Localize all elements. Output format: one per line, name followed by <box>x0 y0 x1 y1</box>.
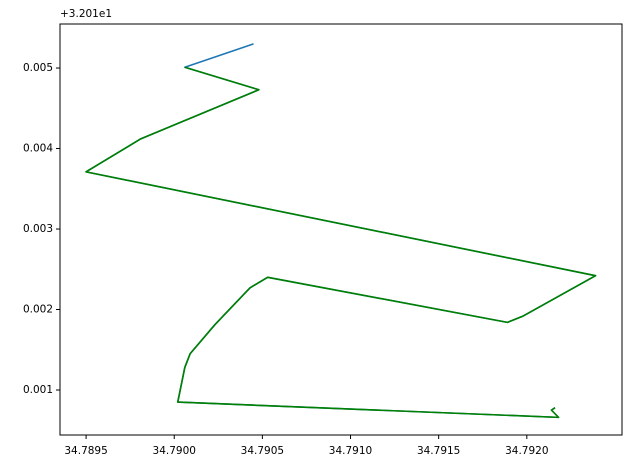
y-tick-label: 0.005 <box>23 62 53 74</box>
y-tick-label: 0.004 <box>23 143 53 155</box>
y-tick-label: 0.001 <box>23 384 53 396</box>
x-tick-label: 34.7910 <box>329 445 372 457</box>
x-tick-label: 34.7905 <box>241 445 284 457</box>
y-offset-label: +3.201e1 <box>60 8 112 20</box>
x-tick-label: 34.7895 <box>64 445 107 457</box>
x-tick-label: 34.7920 <box>505 445 548 457</box>
line-series <box>85 66 597 419</box>
x-tick-label: 34.7900 <box>153 445 196 457</box>
y-tick-label: 0.002 <box>23 304 53 316</box>
line-series <box>85 43 597 419</box>
axes-frame <box>59 23 623 436</box>
y-tick-label: 0.003 <box>23 223 53 235</box>
x-tick-label: 34.7915 <box>417 445 460 457</box>
